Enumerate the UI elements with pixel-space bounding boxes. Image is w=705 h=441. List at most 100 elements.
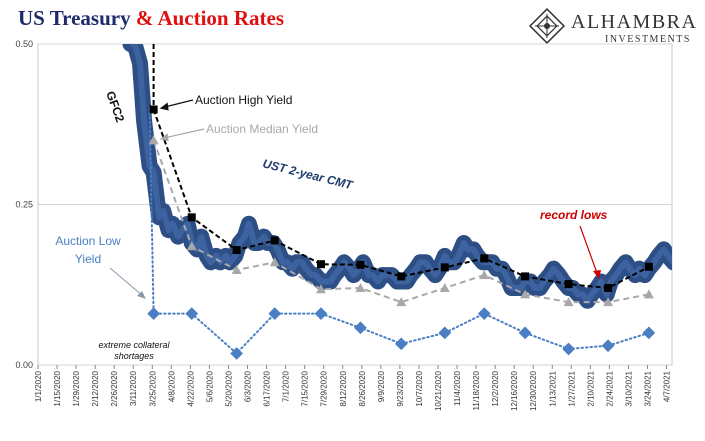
auction-high-point [521, 272, 530, 281]
auction-high-point [440, 263, 449, 272]
auction-low-line [148, 107, 650, 355]
auction-low-point [394, 337, 408, 351]
auction-low-point [314, 307, 328, 321]
y-tick-label: 0.50 [15, 39, 33, 49]
x-tick-label: 1/29/2020 [72, 370, 81, 406]
x-tick-label: 2/10/2021 [586, 370, 595, 406]
auction-high-point [232, 246, 241, 255]
x-tick-label: 12/30/2020 [529, 370, 538, 411]
x-tick-label: 9/9/2020 [377, 370, 386, 402]
x-tick-label: 3/25/2020 [148, 370, 157, 406]
auction-high-point [149, 105, 158, 114]
auction-median-point [563, 297, 574, 307]
logo-tagline: INVESTMENTS [605, 34, 691, 45]
auction-high-point [480, 254, 489, 263]
x-tick-label: 4/8/2020 [167, 370, 176, 402]
x-tick-label: 3/11/2020 [129, 370, 138, 406]
auction-high-point [564, 280, 573, 289]
x-tick-label: 8/12/2020 [339, 370, 348, 406]
x-tick-label: 1/13/2021 [548, 370, 557, 406]
auction-low-arrowhead-icon [137, 291, 146, 299]
x-axis: 1/1/2020 1/15/2020 1/29/2020 2/12/2020 2/26/… [34, 365, 672, 411]
auction-high-point [397, 272, 406, 281]
auction-high-point [644, 262, 653, 271]
record-lows-arrow-icon [579, 225, 598, 274]
diamond-emblem-icon [528, 7, 566, 45]
collateral-label-line1: extreme collateral [98, 340, 170, 350]
auction-low-point [562, 342, 575, 356]
auction-high-arrowhead-icon [159, 102, 169, 111]
x-tick-label: 7/29/2020 [320, 370, 329, 406]
auction-low-point [438, 326, 452, 340]
series-group [122, 44, 672, 355]
x-tick-label: 7/15/2020 [301, 370, 310, 406]
auction-low-point [477, 307, 491, 321]
auction-low-point [147, 307, 161, 321]
x-tick-label: 12/2/2020 [491, 370, 500, 406]
auction-high-point [604, 283, 613, 292]
alhambra-logo: ALHAMBRA INVESTMENTS [528, 7, 697, 45]
y-axis: 0.00 0.25 0.50 [15, 39, 33, 370]
auction-median-point [315, 284, 326, 294]
auction-median-point [520, 289, 531, 299]
x-tick-label: 9/23/2020 [396, 370, 405, 406]
auction-low-label-line2: Yield [75, 252, 101, 266]
x-tick-label: 1/27/2021 [567, 370, 576, 406]
auction-high-point [356, 260, 365, 269]
auction-median-point [479, 270, 490, 280]
x-tick-label: 2/12/2020 [91, 370, 100, 406]
x-tick-label: 3/10/2021 [624, 370, 633, 406]
auction-low-label-line1: Auction Low [55, 234, 121, 248]
x-tick-label: 5/6/2020 [205, 370, 214, 402]
x-tick-label: 10/7/2020 [415, 370, 424, 406]
auction-low-point [601, 339, 615, 353]
x-tick-label: 11/4/2020 [453, 370, 462, 406]
auction-high-point [187, 213, 196, 222]
cmt-band-core [130, 44, 672, 304]
x-tick-label: 2/26/2020 [110, 370, 119, 406]
auction-high-point [316, 260, 325, 269]
auction-median-point [355, 282, 366, 292]
x-tick-label: 4/7/2021 [663, 370, 672, 402]
title-part-1: US Treasury [18, 6, 131, 30]
gfc2-label: GFC2 [103, 89, 127, 124]
auction-low-arrow-icon [109, 267, 144, 297]
auction-low-point [268, 307, 282, 321]
auction-low-point [185, 307, 199, 321]
x-tick-label: 10/21/2020 [434, 370, 443, 411]
auction-median-arrow-icon [162, 128, 205, 139]
logo-name: ALHAMBRA [571, 11, 697, 33]
x-tick-label: 4/22/2020 [186, 370, 195, 406]
x-tick-label: 12/16/2020 [510, 370, 519, 411]
x-tick-label: 5/20/2020 [224, 370, 233, 406]
auction-median-point [231, 264, 242, 274]
x-tick-label: 8/26/2020 [358, 370, 367, 406]
x-tick-label: 6/17/2020 [263, 370, 272, 406]
x-tick-label: 2/24/2021 [605, 370, 614, 406]
plot-area [122, 44, 672, 360]
auction-low-point [642, 326, 656, 340]
record-lows-arrowhead-icon [593, 270, 601, 279]
auction-low-point [230, 347, 243, 360]
x-tick-label: 11/18/2020 [472, 370, 481, 410]
collateral-label-line2: shortages [114, 351, 154, 361]
x-tick-label: 3/24/2021 [644, 370, 653, 406]
auction-median-point [148, 135, 159, 145]
x-tick-label: 1/1/2020 [34, 370, 43, 402]
x-tick-label: 7/1/2020 [282, 370, 291, 402]
auction-low-point [518, 326, 532, 340]
y-tick-label: 0.25 [15, 200, 33, 210]
auction-median-point [269, 257, 280, 267]
x-tick-label: 6/3/2020 [244, 370, 253, 402]
x-tick-label: 1/15/2020 [53, 370, 62, 406]
gridlines [37, 43, 673, 366]
auction-median-point [643, 289, 654, 299]
title-part-2: & Auction Rates [135, 6, 285, 30]
record-lows-label: record lows [540, 208, 608, 222]
y-tick-label: 0.00 [15, 360, 33, 370]
auction-high-label: Auction High Yield [195, 93, 292, 107]
auction-median-point [439, 282, 450, 292]
auction-median-point [396, 297, 407, 307]
auction-high-point [270, 236, 279, 245]
